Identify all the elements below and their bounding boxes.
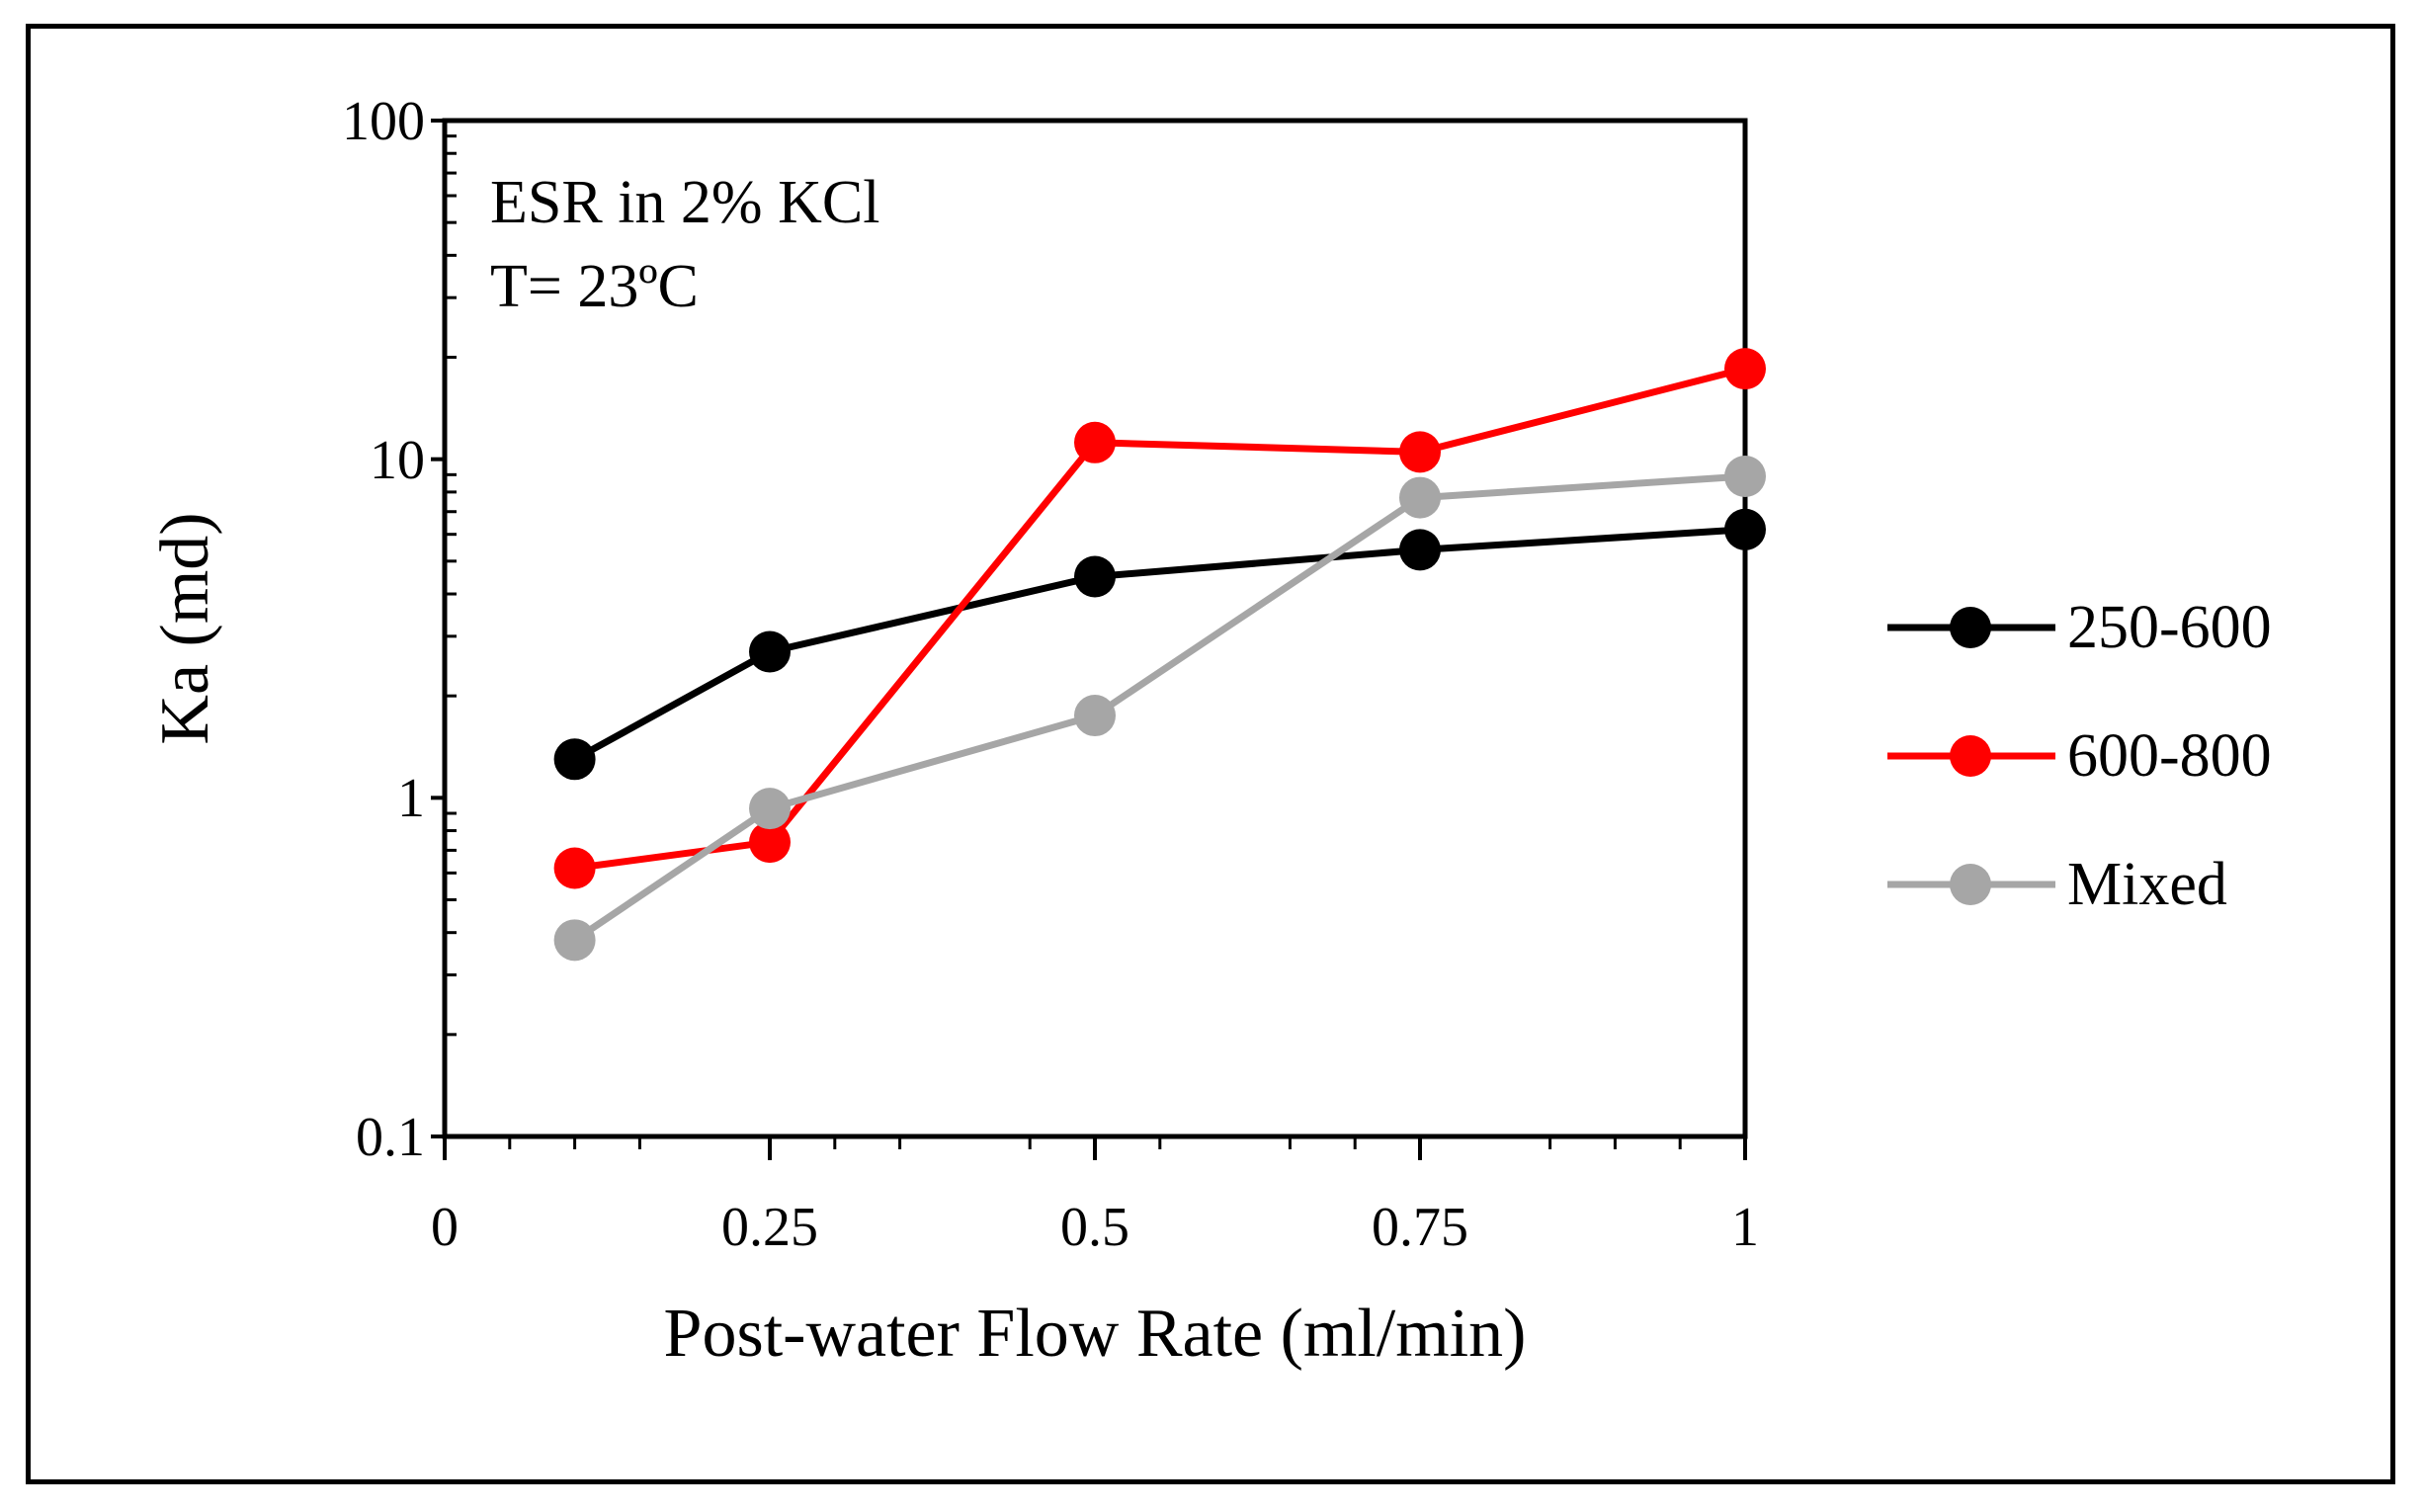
x-tick-label: 0.5 <box>1060 1197 1129 1258</box>
data-point <box>1399 529 1441 571</box>
annotation-medium: ESR in 2% KCl <box>490 169 879 236</box>
data-point <box>749 788 791 830</box>
major-ticks <box>431 119 1747 1160</box>
x-tick-label: 1 <box>1731 1197 1759 1258</box>
y-axis-title: Ka (md) <box>147 512 223 744</box>
x-tick-label: 0 <box>431 1197 459 1258</box>
annotation-temperature: T= 23ºC <box>490 253 699 320</box>
series-600-800 <box>553 348 1766 889</box>
x-axis-title: Post-water Flow Rate (ml/min) <box>664 1296 1527 1372</box>
series-layer <box>553 348 1766 962</box>
series-250-600 <box>553 508 1766 781</box>
y-tick-label: 1 <box>397 768 425 829</box>
data-point <box>1724 348 1766 390</box>
data-point <box>553 919 596 962</box>
tick-labels: 0.1 1 10 100 0 0.25 0.5 0.75 1 <box>342 91 1759 1258</box>
data-point <box>1074 421 1116 463</box>
legend-entry: 600-800 <box>1887 722 2272 790</box>
legend-entry: 250-600 <box>1887 594 2272 661</box>
data-point <box>1074 695 1116 737</box>
legend: 250-600 600-800 Mixed <box>1887 594 2272 918</box>
series-Mixed <box>553 456 1766 962</box>
data-point <box>553 847 596 889</box>
data-point <box>749 821 791 864</box>
series-line <box>572 526 1746 763</box>
legend-marker <box>1950 864 1991 905</box>
data-point <box>1724 456 1766 498</box>
series-line <box>572 472 1746 944</box>
legend-label: 250-600 <box>2067 594 2272 661</box>
data-point <box>749 630 791 673</box>
legend-entry: Mixed <box>1887 851 2227 918</box>
y-tick-label: 10 <box>370 430 425 491</box>
data-point <box>553 738 596 781</box>
y-tick-label: 100 <box>342 91 425 152</box>
data-point <box>1399 431 1441 473</box>
series-line <box>574 365 1746 872</box>
data-point <box>1724 508 1766 550</box>
x-tick-label: 0.75 <box>1372 1197 1468 1258</box>
data-point <box>1074 555 1116 598</box>
legend-label: 600-800 <box>2067 722 2272 790</box>
x-tick-label: 0.25 <box>721 1197 818 1258</box>
data-point <box>1399 476 1441 519</box>
legend-marker <box>1950 735 1991 777</box>
legend-marker <box>1950 607 1991 648</box>
y-tick-label: 0.1 <box>356 1107 425 1168</box>
legend-label: Mixed <box>2067 851 2227 918</box>
